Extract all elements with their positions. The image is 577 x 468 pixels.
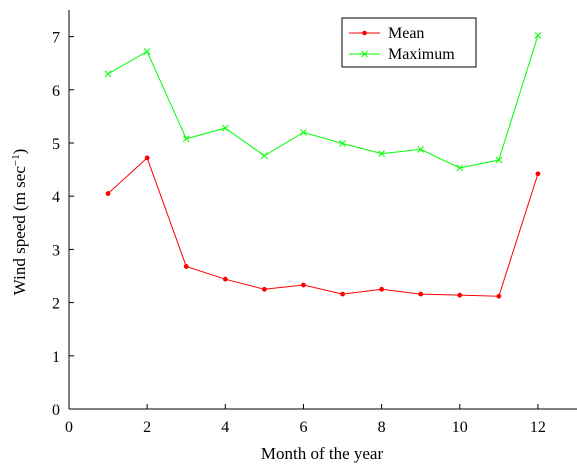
x-tick-label: 0: [65, 419, 73, 436]
mean-data-point: [418, 291, 424, 297]
maximum-data-point: [339, 140, 346, 147]
x-tick-label: 10: [452, 419, 468, 436]
maximum-data-point: [378, 150, 385, 157]
y-axis-label-suffix: ): [10, 149, 29, 155]
mean-data-point: [105, 191, 111, 196]
maximum-series-line: [107, 35, 539, 169]
mean-data-point: [261, 286, 267, 292]
y-tick-label: 2: [52, 296, 60, 313]
y-axis-label-prefix: Wind speed (m sec: [10, 166, 29, 296]
mean-data-point: [535, 171, 541, 177]
mean-data-point: [183, 264, 189, 269]
maximum-data-point: [221, 124, 229, 132]
series-layer: [104, 32, 542, 299]
x-tick-label: 2: [143, 419, 151, 436]
maximum-data-point: [300, 129, 307, 136]
mean-data-point: [496, 293, 502, 299]
mean-data-point: [144, 155, 150, 161]
mean-data-point: [301, 282, 306, 288]
y-tick-label: 4: [52, 189, 60, 206]
y-tick-label: 0: [52, 402, 60, 419]
mean-data-point: [222, 276, 228, 282]
y-axis-label-superscript: −1: [10, 154, 22, 166]
maximum-data-point: [143, 48, 151, 55]
maximum-data-point: [495, 156, 503, 164]
legend-maximum-marker: [361, 50, 368, 58]
mean-data-point: [457, 292, 463, 298]
y-tick-label: 3: [52, 242, 60, 259]
mean-data-point: [379, 286, 385, 292]
maximum-data-point: [104, 70, 112, 78]
legend-box: [341, 17, 477, 68]
maximum-data-point: [261, 152, 268, 160]
legend-mean-label: Mean: [388, 25, 424, 42]
x-tick-label: 6: [299, 419, 307, 436]
legend-maximum-label: Maximum: [388, 46, 455, 63]
mean-series-line: [107, 157, 539, 297]
maximum-data-point: [456, 164, 464, 172]
y-tick-label: 6: [52, 83, 60, 100]
legend-mean-marker: [362, 30, 367, 36]
y-tick-label: 5: [52, 136, 60, 153]
x-tick-label: 4: [221, 419, 229, 436]
mean-data-point: [340, 291, 345, 297]
maximum-data-point: [534, 32, 542, 39]
x-tick-label: 12: [530, 419, 546, 436]
legend: Mean Maximum: [341, 17, 477, 68]
x-tick-label: 8: [378, 419, 386, 436]
y-axis-label: Wind speed (m sec−1): [10, 149, 29, 296]
x-axis-label: Month of the year: [261, 444, 384, 463]
y-tick-label: 7: [52, 30, 60, 47]
maximum-data-point: [417, 146, 425, 153]
y-tick-label: 1: [52, 349, 60, 366]
maximum-data-point: [182, 135, 190, 143]
